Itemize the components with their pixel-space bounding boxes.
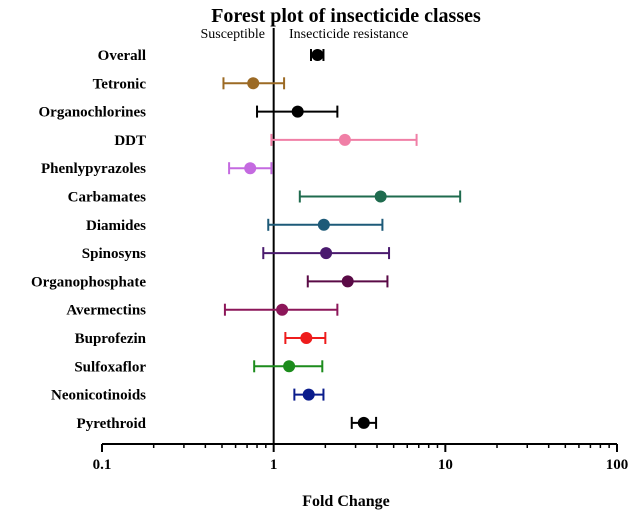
estimate-point-carbamates	[374, 190, 387, 203]
x-tick-label-3: 100	[606, 457, 629, 473]
estimate-point-sulfoxaflor	[283, 360, 296, 373]
estimate-point-neonicotinoids	[302, 388, 315, 401]
category-label-tetronic: Tetronic	[93, 76, 147, 92]
category-label-organochlorines: Organochlorines	[39, 105, 147, 121]
x-tick-label-0: 0.1	[93, 457, 112, 473]
category-label-pyrethroid: Pyrethroid	[77, 416, 147, 432]
estimate-point-tetronic	[247, 77, 260, 90]
estimate-point-buprofezin	[300, 332, 313, 344]
estimate-point-phenlypyrazoles	[244, 162, 257, 175]
estimate-point-organochlorines	[291, 105, 304, 118]
category-label-overall: Overall	[98, 48, 146, 64]
x-axis-label: Fold Change	[302, 493, 390, 510]
estimate-point-overall	[311, 49, 324, 61]
category-label-avermectins: Avermectins	[66, 303, 146, 319]
estimate-point-spinosyns	[320, 247, 333, 260]
category-label-organophosphate: Organophosphate	[31, 274, 146, 290]
category-label-buprofezin: Buprofezin	[75, 331, 147, 347]
category-label-phenlypyrazoles: Phenlypyrazoles	[41, 161, 146, 177]
chart-title: Forest plot of insecticide classes	[211, 5, 481, 27]
annotation-left: Susceptible	[200, 27, 265, 42]
plot-area: 0.1 1 10 100 Overall Tetronic Organochlorines D…	[31, 28, 628, 473]
x-tick-label-1: 1	[270, 457, 278, 473]
annotation-right: Insecticide resistance	[289, 27, 408, 42]
estimate-point-pyrethroid	[357, 416, 370, 429]
estimate-point-ddt	[338, 133, 351, 146]
estimate-point-diamides	[317, 218, 330, 231]
category-label-ddt: DDT	[114, 133, 146, 149]
x-tick-label-2: 10	[438, 457, 453, 473]
category-label-neonicotinoids: Neonicotinoids	[51, 388, 146, 404]
estimate-point-organophosphate	[341, 275, 354, 288]
category-label-carbamates: Carbamates	[68, 190, 146, 206]
estimate-point-avermectins	[276, 303, 289, 316]
category-label-spinosyns: Spinosyns	[82, 246, 146, 262]
category-label-diamides: Diamides	[86, 218, 146, 234]
category-label-sulfoxaflor: Sulfoxaflor	[74, 359, 146, 375]
